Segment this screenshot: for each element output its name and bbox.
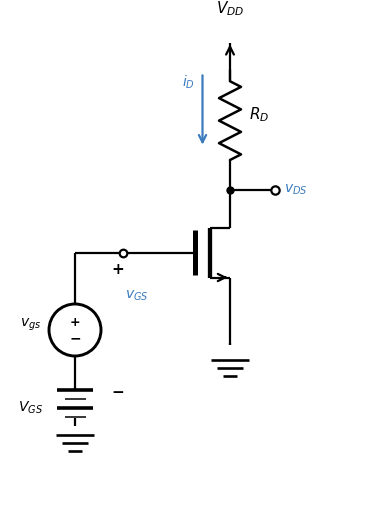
Text: $V_{DD}$: $V_{DD}$ — [216, 0, 244, 18]
Text: $v_{gs}$: $v_{gs}$ — [20, 317, 42, 333]
Text: +: + — [111, 263, 124, 278]
Text: −: − — [111, 385, 124, 400]
Text: −: − — [69, 332, 81, 345]
Text: $i_D$: $i_D$ — [182, 74, 195, 92]
Text: $V_{GS}$: $V_{GS}$ — [18, 400, 42, 416]
Text: $v_{DS}$: $v_{DS}$ — [284, 183, 308, 197]
Text: +: + — [70, 316, 80, 329]
Text: $R_D$: $R_D$ — [249, 106, 269, 124]
Text: $v_{GS}$: $v_{GS}$ — [125, 289, 149, 304]
